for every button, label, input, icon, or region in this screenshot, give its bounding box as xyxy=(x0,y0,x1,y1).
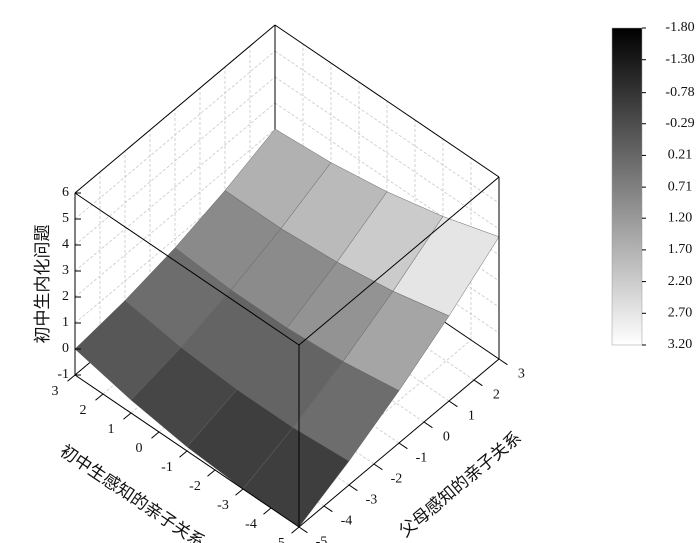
y-tick xyxy=(473,379,483,387)
x-tick-label: -2 xyxy=(189,479,201,494)
box-edge xyxy=(298,176,500,346)
x-axis-title: 初中生感知的亲子关系 xyxy=(56,441,208,543)
y-tick xyxy=(398,442,408,450)
x-tick-label: -4 xyxy=(245,517,257,532)
grid-line xyxy=(74,102,276,272)
z-tick-label: 4 xyxy=(62,237,69,252)
y-tick-label: 3 xyxy=(518,366,525,381)
z-tick-label: 6 xyxy=(62,185,69,200)
y-tick xyxy=(448,400,458,408)
y-tick xyxy=(498,358,508,366)
x-tick-label: 2 xyxy=(80,403,87,418)
x-tick xyxy=(179,450,188,458)
x-tick-label: -3 xyxy=(217,498,229,513)
x-tick-label: -5 xyxy=(273,536,285,543)
z-tick-label: 0 xyxy=(62,341,69,356)
z-tick-label: 1 xyxy=(62,315,69,330)
y-tick-label: -2 xyxy=(391,471,403,486)
y-tick-label: 0 xyxy=(443,429,450,444)
box-edge xyxy=(74,24,276,194)
x-tick xyxy=(67,374,76,382)
x-tick xyxy=(123,412,132,420)
x-tick xyxy=(263,507,272,515)
y-axis-title: 父母感知的亲子关系 xyxy=(396,428,526,542)
colorbar-tick-label: 0.71 xyxy=(668,179,693,194)
x-tick xyxy=(235,488,244,496)
colorbar-tick-label: 0.21 xyxy=(668,148,693,163)
y-tick-label: -3 xyxy=(366,492,378,507)
x-tick xyxy=(207,469,216,477)
colorbar-tick-label: 2.70 xyxy=(668,306,693,321)
colorbar-tick-label: -1.80 xyxy=(665,20,694,35)
x-tick xyxy=(291,526,300,534)
y-tick-label: -4 xyxy=(341,513,353,528)
y-tick xyxy=(348,484,358,492)
colorbar-tick-label: 1.20 xyxy=(668,210,693,225)
x-tick-label: -1 xyxy=(161,460,173,475)
y-tick xyxy=(298,526,308,534)
colorbar xyxy=(611,27,643,346)
colorbar-tick-label: 1.70 xyxy=(668,242,693,257)
box-edge xyxy=(274,24,500,178)
z-tick-label: -1 xyxy=(57,367,69,382)
colorbar-tick-label: -1.30 xyxy=(665,52,694,67)
colorbar-tick-label: -0.29 xyxy=(665,116,694,131)
x-tick-label: 3 xyxy=(52,384,59,399)
x-tick xyxy=(151,431,160,439)
z-axis-title: 初中生内化问题 xyxy=(33,225,53,344)
y-tick-label: -5 xyxy=(316,534,328,543)
box-edge xyxy=(74,192,300,346)
z-tick-label: 5 xyxy=(62,211,69,226)
z-tick-label: 2 xyxy=(62,289,69,304)
y-tick xyxy=(323,505,333,513)
colorbar-tick-label: -0.78 xyxy=(665,85,694,100)
colorbar-tick-label: 2.20 xyxy=(668,274,693,289)
x-tick-label: 0 xyxy=(136,441,143,456)
y-tick xyxy=(423,421,433,429)
z-tick-label: 3 xyxy=(62,263,69,278)
colorbar-tick-label: 3.20 xyxy=(668,337,693,352)
y-tick xyxy=(373,463,383,471)
y-tick-label: 2 xyxy=(493,387,500,402)
y-tick-label: -1 xyxy=(416,450,428,465)
y-tick-label: 1 xyxy=(468,408,475,423)
x-tick-label: 1 xyxy=(108,422,115,437)
x-tick xyxy=(95,393,104,401)
